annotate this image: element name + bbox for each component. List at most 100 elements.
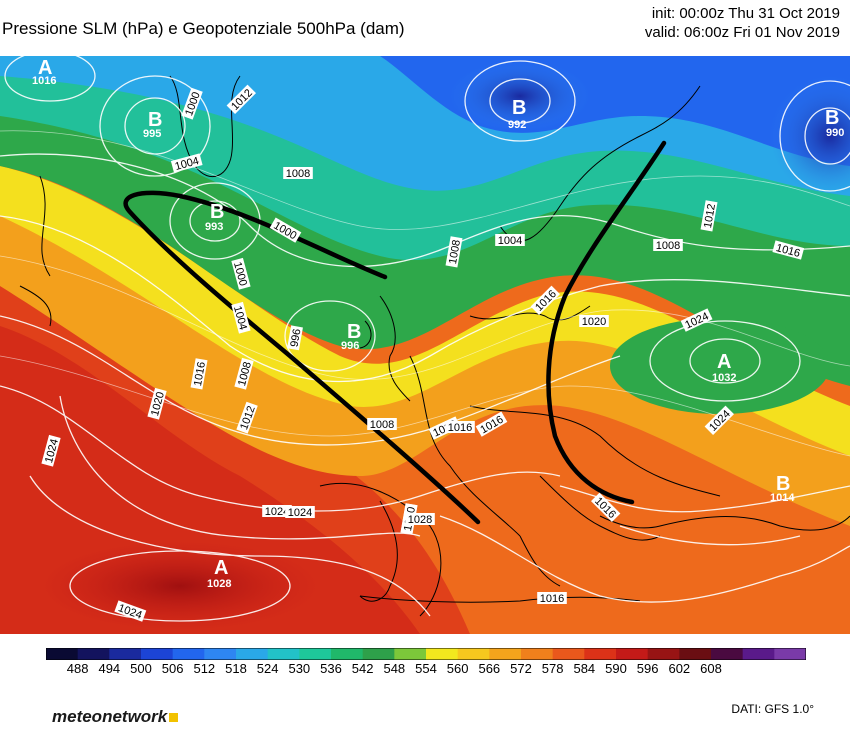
svg-text:1008: 1008 xyxy=(370,419,394,431)
colorbar-swatch xyxy=(236,648,269,660)
colorbar-tick-label: 548 xyxy=(383,661,406,676)
center-value: 995 xyxy=(143,128,161,140)
colorbar-labels: 488 494 500 506 512 518 524 530 536 542 548 554 560 5… xyxy=(46,661,806,677)
colorbar-swatch xyxy=(711,648,744,660)
isobar-label: 1016 xyxy=(190,358,208,390)
colorbar-tick-label: 542 xyxy=(351,661,374,676)
colorbar-tick-label: 560 xyxy=(446,661,469,676)
center-letter: A xyxy=(214,557,228,579)
center-value: 1016 xyxy=(32,75,56,87)
logo-text: meteonetwork xyxy=(52,707,168,726)
isobar-label: 1024 xyxy=(285,506,315,519)
field-yellow xyxy=(0,166,850,456)
colorbar-tick-label: 506 xyxy=(161,661,184,676)
colorbar-tick-label: 590 xyxy=(605,661,627,676)
center-value: 1032 xyxy=(712,372,736,384)
colorbar-tick-label: 500 xyxy=(130,661,152,676)
center-letter: B xyxy=(512,97,526,119)
svg-text:1008: 1008 xyxy=(286,168,310,180)
colorbar-swatch xyxy=(267,648,300,660)
field-blue-core-east xyxy=(770,76,850,196)
colorbar-swatch xyxy=(489,648,522,660)
colorbar-swatch xyxy=(616,648,649,660)
center-b-norway: B 992 xyxy=(508,97,526,131)
svg-text:1008: 1008 xyxy=(656,240,680,252)
field-blue-core-north xyxy=(450,61,590,131)
isobar-label: 1028 xyxy=(405,513,435,526)
svg-text:1020: 1020 xyxy=(582,316,606,328)
colorbar-swatch xyxy=(647,648,680,660)
center-letter: B xyxy=(776,473,790,495)
colorbar-tick-label: 512 xyxy=(193,661,216,676)
isobar-label: 1008 xyxy=(445,236,463,268)
svg-text:1016: 1016 xyxy=(540,593,564,605)
run-info: init: 00:00z Thu 31 Oct 2019 valid: 06:0… xyxy=(645,4,840,42)
colorbar-tick-label: 578 xyxy=(541,661,564,676)
center-letter: B xyxy=(825,107,839,129)
colorbar-swatch xyxy=(774,648,806,660)
colorbar-swatch xyxy=(172,648,205,660)
center-a-azores: A 1028 xyxy=(207,557,231,590)
colorbar-swatch xyxy=(331,648,364,660)
center-b-turkey: B 1014 xyxy=(770,473,795,504)
field-red-core xyxy=(40,541,320,631)
valid-time: valid: 06:00z Fri 01 Nov 2019 xyxy=(644,24,840,41)
center-letter: A xyxy=(717,351,731,373)
colorbar-swatch xyxy=(394,648,427,660)
isobar-label: 1024 xyxy=(262,505,292,518)
colorbar-swatch xyxy=(141,648,174,660)
svg-text:1024: 1024 xyxy=(265,506,289,518)
colorbar-swatch xyxy=(204,648,237,660)
colorbar-tick-label: 554 xyxy=(415,661,437,676)
colorbar-swatch xyxy=(109,648,142,660)
svg-text:1008: 1008 xyxy=(447,239,463,265)
center-value: 1028 xyxy=(207,578,231,590)
isobar-label: 1008 xyxy=(653,239,683,252)
svg-text:1016: 1016 xyxy=(448,422,472,434)
svg-text:1016: 1016 xyxy=(192,361,208,387)
colorbar-swatch xyxy=(299,648,332,660)
colorbar-tick-label: 524 xyxy=(256,661,279,676)
colorbar-swatch xyxy=(552,648,585,660)
center-b-atlantic: B 993 xyxy=(205,201,224,233)
colorbar-tick-label: 530 xyxy=(288,661,311,676)
center-letter: A xyxy=(38,57,52,79)
data-source: DATI: GFS 1.0° xyxy=(731,702,814,716)
colorbar-tick-label: 584 xyxy=(573,661,596,676)
isobar-label: 1016 xyxy=(445,421,475,434)
center-letter: B xyxy=(148,109,162,131)
map-title: Pressione SLM (hPa) e Geopotenziale 500h… xyxy=(2,19,405,38)
isobar-label: 996 xyxy=(287,325,304,351)
svg-text:1004: 1004 xyxy=(498,235,522,247)
center-b-ireland: B 996 xyxy=(341,321,361,352)
colorbar-tick-label: 518 xyxy=(225,661,247,676)
coastlines xyxy=(19,75,850,617)
svg-text:1012: 1012 xyxy=(702,203,718,229)
trough-axis-east xyxy=(546,140,667,505)
meteonetwork-logo: meteonetwork xyxy=(52,707,179,727)
center-letter: B xyxy=(347,321,361,343)
colorbar-swatch xyxy=(742,648,775,660)
isobar-labels: 1000 101210041008100010001004100810129961… xyxy=(41,84,805,622)
colorbar-swatch xyxy=(77,648,110,660)
isobar-label: 1008 xyxy=(367,418,397,431)
colorbar-swatch xyxy=(362,648,395,660)
isobar-label: 1004 xyxy=(495,234,525,247)
weather-map: A 1016 B 995 B 993 B 996 B 992 B 990 A 1… xyxy=(0,56,850,634)
isobar-label: 1020 xyxy=(579,315,609,328)
field-green-lobe xyxy=(610,318,830,414)
pressure-centers: A 1016 B 995 B 993 B 996 B 992 B 990 A 1… xyxy=(32,57,844,590)
center-value: 996 xyxy=(341,340,359,352)
colorbar-swatch xyxy=(521,648,554,660)
center-a-russia: A 1032 xyxy=(712,351,736,384)
colorbar-swatch xyxy=(426,648,459,660)
center-b-russia-north: B 990 xyxy=(825,107,844,139)
center-b-canada: B 995 xyxy=(143,109,162,140)
colorbar-tick-label: 488 xyxy=(66,661,89,676)
colorbar-tick-label: 572 xyxy=(510,661,532,676)
logo-square xyxy=(169,713,179,722)
colorbar-tick-label: 596 xyxy=(636,661,659,676)
colorbar-tick-label: 536 xyxy=(320,661,342,676)
colorbar-tick-label: 602 xyxy=(668,661,691,676)
center-value: 993 xyxy=(205,221,223,233)
